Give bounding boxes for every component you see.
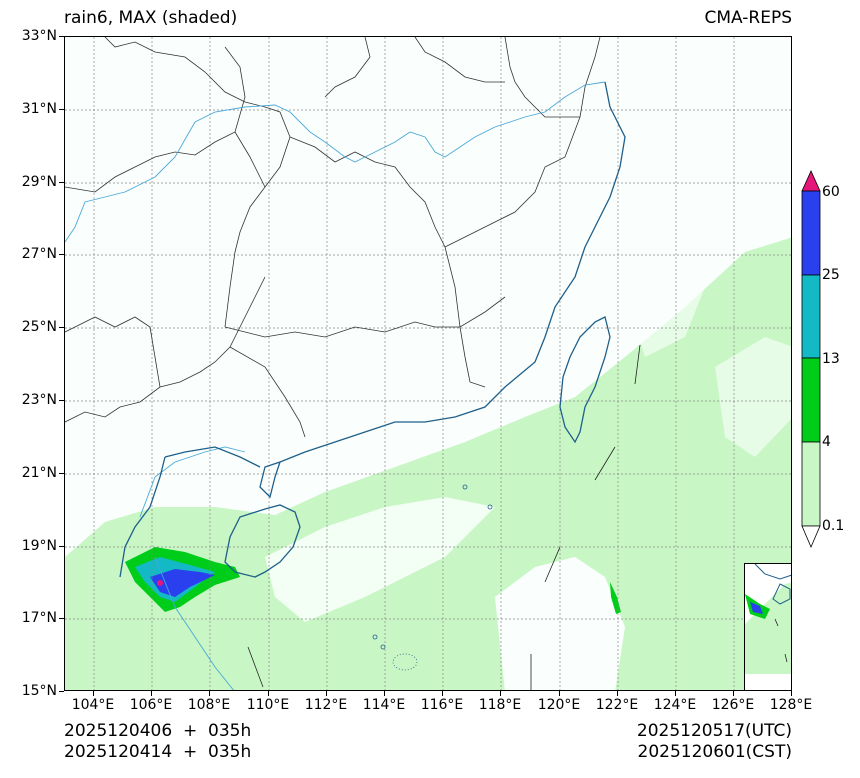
init-time-cst: 2025120414 + 035h [64, 742, 252, 762]
y-tick-mark [59, 36, 64, 37]
x-tick-mark [151, 691, 152, 696]
x-tick-mark [93, 691, 94, 696]
x-tick-label: 110°E [246, 697, 290, 713]
model-name: CMA-REPS [704, 8, 792, 28]
x-tick-label: 112°E [304, 697, 348, 713]
x-tick-label: 124°E [653, 697, 697, 713]
y-tick-mark [59, 254, 64, 255]
y-tick-mark [59, 182, 64, 183]
colorbar-label: 25 [822, 267, 840, 283]
x-tick-mark [559, 691, 560, 696]
x-tick-label: 108°E [187, 697, 231, 713]
init-time-utc: 2025120406 + 035h [64, 721, 252, 741]
colorbar-label: 0.1 [822, 518, 845, 534]
x-tick-label: 104°E [71, 697, 115, 713]
y-tick-label: 19°N [21, 538, 57, 554]
chart-title: rain6, MAX (shaded) [64, 8, 238, 28]
valid-time-utc: 2025120517(UTC) [636, 721, 792, 741]
x-tick-mark [442, 691, 443, 696]
x-tick-label: 116°E [420, 697, 464, 713]
x-tick-label: 114°E [362, 697, 406, 713]
x-tick-mark [617, 691, 618, 696]
y-tick-mark [59, 691, 64, 692]
inset-rainfall-map [745, 564, 791, 674]
y-tick-mark [59, 400, 64, 401]
x-tick-mark [326, 691, 327, 696]
x-tick-mark [500, 691, 501, 696]
rainfall-map [65, 37, 791, 690]
colorbar-label: 4 [822, 434, 831, 450]
colorbar-graphic [801, 170, 821, 549]
inset-map [744, 563, 791, 690]
x-tick-mark [268, 691, 269, 696]
colorbar-label: 13 [822, 351, 840, 367]
y-tick-mark [59, 618, 64, 619]
y-tick-label: 15°N [21, 683, 57, 699]
valid-time-cst: 2025120601(CST) [637, 742, 792, 762]
x-tick-label: 126°E [711, 697, 755, 713]
y-tick-label: 21°N [21, 465, 57, 481]
y-tick-label: 27°N [21, 246, 57, 262]
x-tick-mark [733, 691, 734, 696]
y-tick-label: 25°N [21, 319, 57, 335]
x-tick-mark [675, 691, 676, 696]
x-tick-label: 118°E [478, 697, 522, 713]
y-tick-mark [59, 109, 64, 110]
y-tick-label: 17°N [21, 610, 57, 626]
colorbar-label: 60 [822, 184, 840, 200]
x-tick-mark [384, 691, 385, 696]
y-tick-label: 29°N [21, 174, 57, 190]
x-tick-label: 128°E [769, 697, 813, 713]
x-tick-mark [791, 691, 792, 696]
y-tick-mark [59, 546, 64, 547]
y-tick-label: 31°N [21, 101, 57, 117]
map-panel [64, 36, 792, 691]
x-tick-label: 120°E [537, 697, 581, 713]
y-tick-label: 23°N [21, 392, 57, 408]
y-tick-mark [59, 473, 64, 474]
x-tick-label: 106°E [129, 697, 173, 713]
x-tick-label: 122°E [595, 697, 639, 713]
colorbar [801, 170, 821, 550]
y-tick-mark [59, 327, 64, 328]
y-tick-label: 33°N [21, 28, 57, 44]
x-tick-mark [209, 691, 210, 696]
